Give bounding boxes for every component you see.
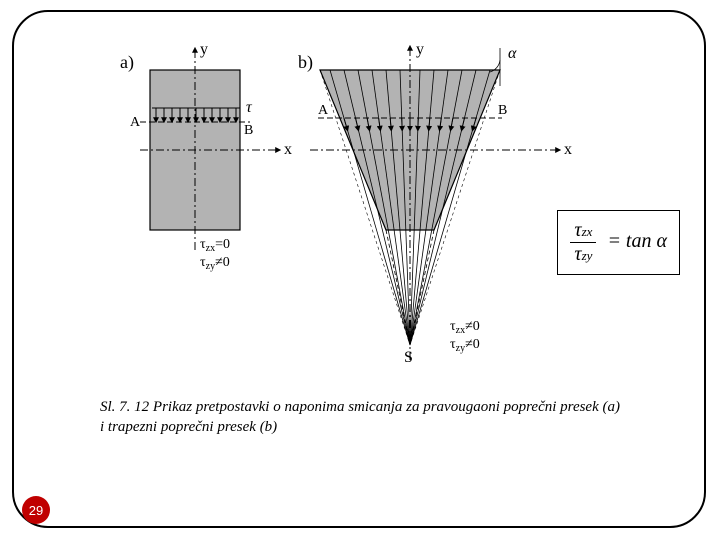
point-s: S [404,349,413,366]
label-a: a) [120,52,134,73]
cond1-a: τzx=0 [200,237,230,254]
eq-num-sym: τ [574,219,581,241]
x-label-a: x [284,141,292,158]
cond2-b: τzy≠0 [450,337,480,354]
eq-rhs: = tan α [607,230,667,252]
point-b-b: B [498,103,507,118]
label-b: b) [298,52,313,73]
eq-den-sym: τ [574,243,581,265]
eq-num-sub: zx [582,224,593,239]
y-label-a: y [200,41,208,58]
eq-den-sub: zy [582,248,593,263]
cond1-b: τzx≠0 [450,319,480,336]
diagram-a: a) y x A B [120,41,292,272]
point-a-b: A [318,103,329,118]
diagram-b: b) y x α A B [298,41,572,366]
figure-caption: Sl. 7. 12 Prikaz pretpostavki o naponima… [100,398,620,437]
cond2-a: τzy≠0 [200,255,230,272]
equation-box: τzx τzy = tan α [557,210,680,275]
point-b-a: B [244,123,253,138]
alpha-label: α [508,45,517,62]
y-label-b: y [416,41,424,58]
point-a-a: A [130,115,141,130]
page-number: 29 [22,496,50,524]
tau-label-a: τ [246,99,253,116]
x-label-b: x [564,141,572,158]
